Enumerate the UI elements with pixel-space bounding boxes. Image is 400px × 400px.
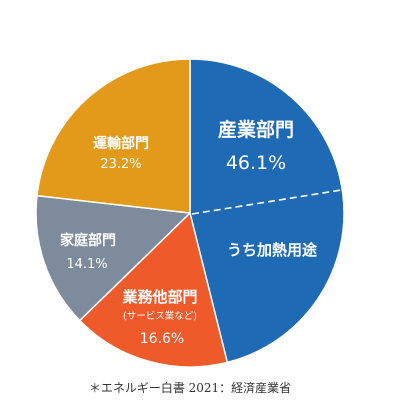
pie-slice-1 [189, 58, 345, 364]
pie-slices [35, 58, 345, 368]
slice-value-industry: 46.1% [226, 152, 286, 174]
heating-use-divider [191, 189, 343, 215]
slice-value-household: 14.1% [66, 257, 107, 272]
slice-label-business: 業務他部門 [121, 288, 197, 306]
slice-value-business: 16.6% [140, 331, 184, 347]
slice-value-transport: 23.2% [100, 157, 141, 172]
slice-label-industry: 産業部門 [218, 118, 294, 141]
slice-label-transport: 運輸部門 [93, 135, 149, 152]
slice-sublabel-business: (サービス業など) [123, 310, 197, 322]
slice-label-household: 家庭部門 [60, 232, 116, 249]
source-note: ＊エネルギー白書 2021：経済産業省 [89, 380, 291, 395]
pie-slice-4 [36, 58, 191, 214]
sub-segment-label-heating-use: うち加熱用途 [227, 241, 318, 259]
pie-slice-3 [35, 194, 191, 322]
pie-slice-2 [79, 212, 229, 368]
